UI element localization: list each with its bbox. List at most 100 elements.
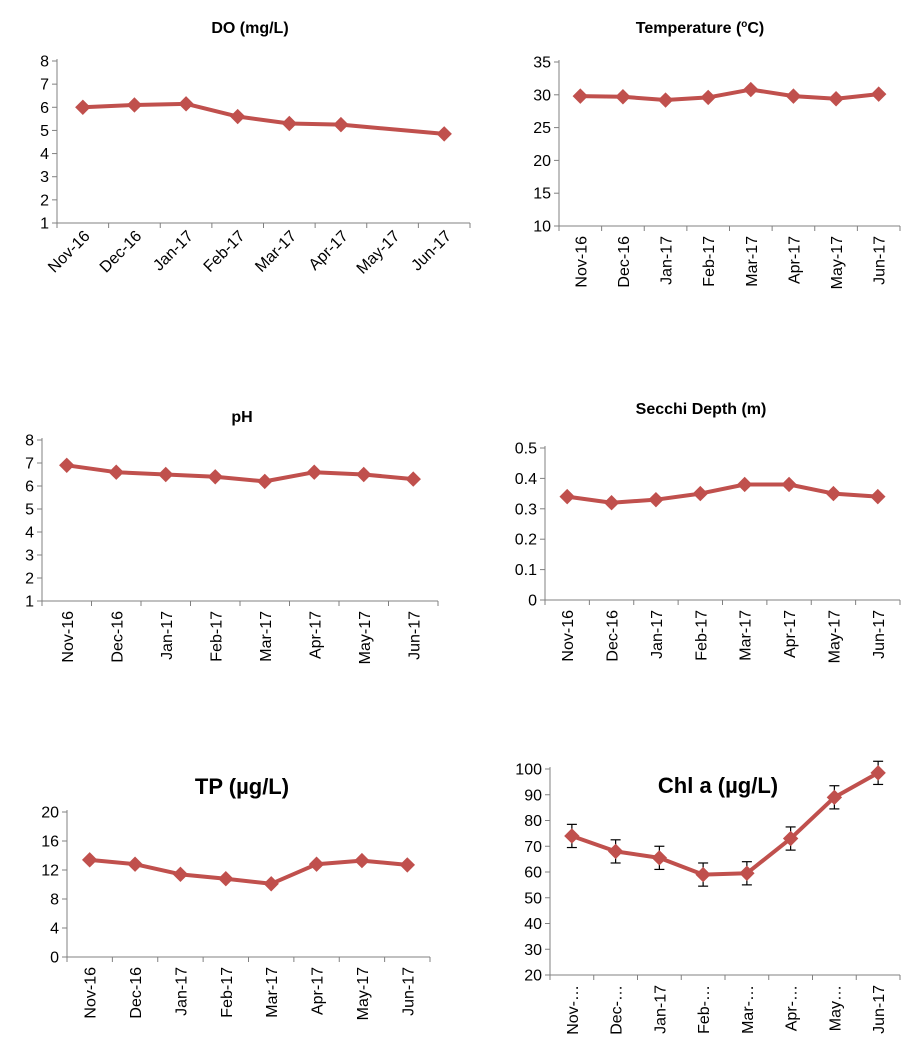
y-tick-label: 2 bbox=[25, 571, 34, 588]
data-point bbox=[354, 852, 370, 869]
chart-title: pH bbox=[231, 409, 252, 426]
chart-title-part: Temperature ( bbox=[636, 20, 742, 37]
y-tick-label: 35 bbox=[533, 55, 551, 72]
x-tick-label: May-17 bbox=[829, 236, 846, 289]
x-tick-label: May-17 bbox=[354, 228, 404, 278]
chart-title: Temperature (oC) bbox=[636, 19, 764, 37]
chart-title: Chl a (µg/L) bbox=[658, 773, 778, 798]
x-tick-label: Jan-17 bbox=[150, 228, 197, 275]
y-tick-label: 0.1 bbox=[515, 562, 537, 579]
y-tick-label: 8 bbox=[25, 433, 34, 450]
x-tick-label: Dec-16 bbox=[616, 236, 633, 288]
data-point bbox=[785, 88, 802, 104]
data-point bbox=[564, 828, 580, 844]
data-point bbox=[870, 765, 886, 781]
y-tick-label: 30 bbox=[524, 942, 542, 959]
x-tick-label: Dec-16 bbox=[605, 610, 622, 662]
y-tick-label: 5 bbox=[25, 502, 34, 519]
data-point bbox=[825, 485, 842, 502]
y-tick-label: 3 bbox=[40, 169, 49, 186]
data-point bbox=[333, 116, 349, 133]
data-point bbox=[572, 88, 589, 104]
y-tick-label: 0.3 bbox=[515, 501, 537, 518]
y-tick-label: 7 bbox=[25, 456, 34, 473]
data-point bbox=[870, 86, 887, 102]
y-tick-label: 100 bbox=[515, 762, 542, 779]
x-tick-label: Nov-16 bbox=[560, 610, 577, 662]
x-tick-label: Apr-17 bbox=[307, 611, 324, 659]
data-point bbox=[81, 852, 98, 868]
x-tick-label: Dec-… bbox=[609, 985, 626, 1035]
x-tick-label: Nov-16 bbox=[573, 236, 590, 288]
x-tick-label: Feb-17 bbox=[693, 610, 710, 661]
data-point bbox=[436, 126, 452, 142]
y-tick-label: 0.2 bbox=[515, 532, 537, 549]
y-tick-label: 80 bbox=[524, 813, 542, 830]
data-point bbox=[75, 99, 91, 115]
x-tick-label: Nov-… bbox=[565, 985, 582, 1035]
y-tick-label: 6 bbox=[25, 479, 34, 496]
y-tick-label: 0.4 bbox=[515, 471, 537, 488]
data-point bbox=[281, 115, 298, 132]
series-line bbox=[66, 463, 414, 484]
chart-title: Secchi Depth (m) bbox=[636, 401, 767, 418]
y-tick-label: 1 bbox=[25, 594, 34, 611]
data-point bbox=[648, 491, 664, 508]
x-tick-label: Nov-16 bbox=[60, 611, 77, 663]
y-tick-label: 20 bbox=[41, 805, 59, 822]
x-tick-label: Jun-17 bbox=[871, 610, 888, 659]
x-tick-label: Apr-17 bbox=[786, 236, 803, 284]
y-tick-label: 3 bbox=[25, 548, 34, 565]
x-tick-label: Jan-17 bbox=[649, 610, 666, 659]
x-tick-label: Apr-17 bbox=[782, 610, 799, 658]
data-point bbox=[782, 830, 799, 847]
data-point bbox=[607, 843, 624, 860]
data-point bbox=[828, 91, 844, 107]
data-point bbox=[700, 89, 716, 106]
chart-panel-2: Temperature (oC) 10 15 20 25 30 35 Nov-16 Dec-16… bbox=[533, 19, 901, 289]
data-point bbox=[308, 856, 325, 872]
y-tick-label: 1 bbox=[40, 216, 49, 233]
chart-title: DO (mg/L) bbox=[211, 20, 288, 37]
data-point bbox=[218, 870, 234, 887]
x-tick-label: Apr-17 bbox=[310, 967, 327, 1015]
data-point bbox=[257, 473, 273, 490]
x-tick-label: Nov-16 bbox=[45, 228, 94, 277]
x-tick-label: Jan-17 bbox=[659, 236, 676, 285]
chart-panel-5: TP (µg/L) 0 4 8 12 16 20 Nov-16 Dec-16 Jan-17 Feb-… bbox=[41, 774, 431, 1020]
data-point bbox=[695, 866, 711, 883]
y-tick-label: 12 bbox=[41, 863, 59, 880]
x-tick-label: Mar-… bbox=[740, 985, 757, 1034]
data-point bbox=[158, 466, 174, 483]
y-tick-label: 4 bbox=[50, 921, 59, 938]
chart-panel-3: pH 1 2 3 4 5 6 7 8 Nov-16 Dec-16 Jan-17 Feb-17 Mar-17… bbox=[25, 409, 439, 664]
x-tick-label: May-17 bbox=[355, 967, 372, 1020]
data-point bbox=[651, 850, 668, 866]
chart-title-superscript: o bbox=[741, 19, 747, 30]
x-tick-label: Jan-17 bbox=[159, 611, 176, 660]
y-tick-label: 16 bbox=[41, 834, 59, 851]
data-point bbox=[603, 495, 620, 511]
data-point bbox=[263, 876, 279, 892]
y-tick-label: 25 bbox=[533, 120, 551, 137]
y-tick-label: 90 bbox=[524, 787, 542, 804]
data-point bbox=[405, 471, 421, 487]
y-tick-label: 5 bbox=[40, 123, 49, 140]
data-point bbox=[559, 488, 575, 505]
data-point bbox=[178, 96, 194, 112]
x-tick-label: Jun-17 bbox=[408, 228, 455, 275]
y-tick-label: 60 bbox=[524, 865, 542, 882]
y-tick-label: 2 bbox=[40, 192, 49, 209]
data-point bbox=[207, 469, 223, 485]
y-tick-label: 6 bbox=[40, 100, 49, 117]
x-tick-label: Apr-17 bbox=[306, 228, 352, 274]
chart-panel-1: DO (mg/L) 1 2 3 4 5 6 7 8 Nov-16 Dec-16 Jan-17 Feb-1… bbox=[40, 20, 471, 278]
x-tick-label: Jun-17 bbox=[871, 985, 888, 1034]
y-tick-label: 40 bbox=[524, 916, 542, 933]
x-tick-label: Feb-17 bbox=[701, 236, 718, 287]
data-point bbox=[826, 789, 843, 806]
x-tick-label: Apr-… bbox=[784, 985, 801, 1031]
data-point bbox=[399, 857, 416, 873]
x-tick-label: Jan-17 bbox=[173, 967, 190, 1016]
x-tick-label: Dec-16 bbox=[109, 611, 126, 663]
